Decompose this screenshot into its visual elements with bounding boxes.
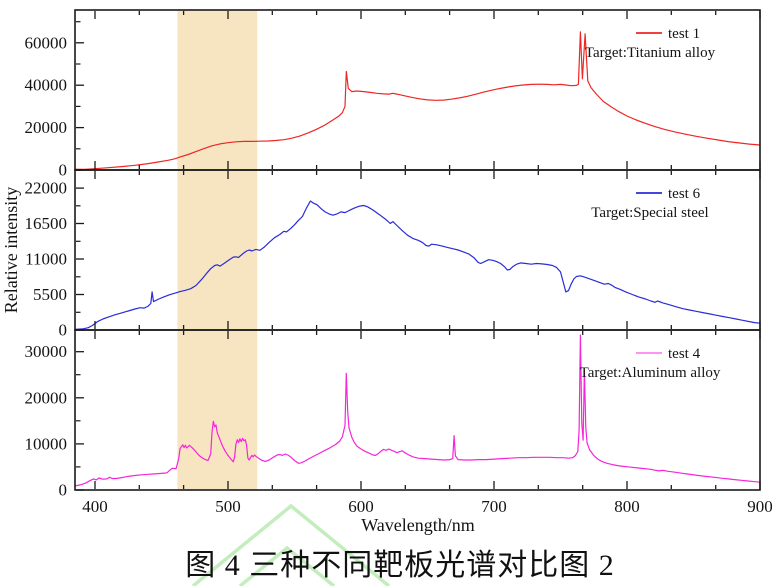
- y-tick-label: 16500: [25, 214, 68, 233]
- legend-label: test 1: [668, 26, 700, 42]
- y-axis-label: Relative intensity: [1, 187, 21, 313]
- y-tick-label: 5500: [33, 285, 67, 304]
- highlight-band: [177, 10, 258, 490]
- y-tick-label: 22000: [25, 179, 68, 198]
- y-tick-label: 40000: [25, 76, 68, 95]
- legend-target-label: Target:Special steel: [591, 205, 708, 221]
- watermark-chevron-icon: [191, 503, 391, 586]
- y-tick-label: 60000: [25, 33, 68, 52]
- x-tick-label: 900: [747, 497, 773, 516]
- curve-test-4: [74, 334, 761, 487]
- y-tick-label: 11000: [25, 250, 67, 269]
- x-axis-label: Wavelength/nm: [361, 515, 475, 535]
- y-tick-label: 0: [59, 481, 68, 500]
- legend-target-label: Target:Aluminum alloy: [580, 365, 721, 381]
- watermark-chevron-icon: [238, 545, 336, 586]
- y-tick-label: 10000: [25, 434, 68, 453]
- y-tick-label: 20000: [25, 388, 68, 407]
- x-tick-label: 400: [82, 497, 108, 516]
- figure-caption: 图 4 三种不同靶板光谱对比图 2: [185, 549, 615, 582]
- x-tick-label: 800: [614, 497, 640, 516]
- x-tick-label: 700: [481, 497, 507, 516]
- curve-test-1: [74, 31, 761, 170]
- panel-border: [74, 329, 761, 491]
- legend-label: test 4: [668, 346, 701, 362]
- legend-label: test 6: [668, 186, 701, 202]
- y-tick-label: 20000: [25, 118, 68, 137]
- y-tick-label: 30000: [25, 342, 68, 361]
- x-tick-label: 600: [348, 497, 374, 516]
- y-tick-label: 0: [59, 161, 68, 180]
- curve-test-6: [74, 200, 761, 330]
- y-tick-label: 0: [59, 321, 68, 340]
- spectra-chart: Wavelength/nm Relative intensity 0 20000 4…: [1, 9, 773, 535]
- x-tick-label: 500: [215, 497, 241, 516]
- legend-target-label: Target:Titanium alloy: [585, 45, 716, 61]
